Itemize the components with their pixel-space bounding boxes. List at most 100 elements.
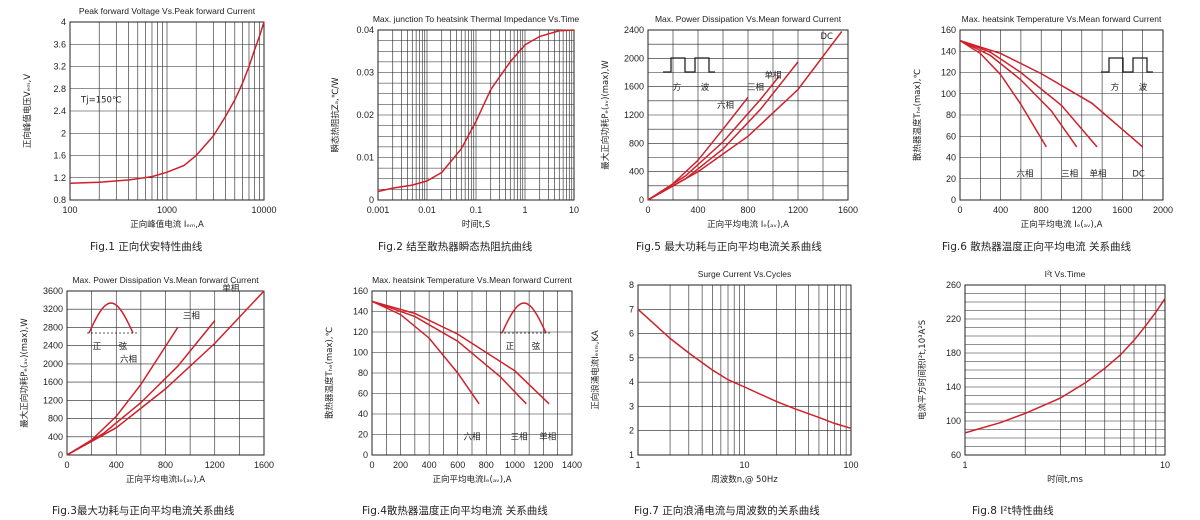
y-tick-label: 3200 bbox=[43, 304, 63, 314]
x-tick-label: 10 bbox=[569, 205, 579, 215]
series-line-六相 bbox=[371, 300, 480, 405]
y-tick-label: 140 bbox=[941, 46, 956, 56]
series-line-三相 bbox=[647, 75, 780, 201]
sine-wave-icon bbox=[88, 302, 134, 334]
chart-fig1: 100 1000 10000 0.8 1.2 1.6 2 2.4 2.8 3.2 3.6 4 Peak … bbox=[22, 6, 277, 253]
x-tick-label: 10000 bbox=[251, 205, 276, 215]
series-line-fig7 bbox=[637, 308, 852, 430]
series-line-DC bbox=[647, 30, 843, 201]
chart-title: Max. Power Dissipation Vs.Mean forward C… bbox=[655, 14, 842, 24]
series-label: 三相 bbox=[1061, 169, 1078, 180]
y-tick-label: 800 bbox=[48, 414, 63, 424]
y-tick-label: 2000 bbox=[624, 53, 644, 63]
y-tick-label: 4 bbox=[629, 377, 634, 387]
inset-label: 波 bbox=[701, 82, 710, 93]
y-tick-label: 2 bbox=[61, 128, 66, 138]
chart-fig6: 0 400 800 1200 1600 2000 0 20 40 60 80 100 120 140 160… bbox=[912, 14, 1173, 253]
series-line-fig8 bbox=[964, 298, 1166, 434]
x-tick-label: 10 bbox=[1160, 460, 1170, 470]
y-tick-label: 80 bbox=[358, 368, 368, 378]
y-tick-label: 2.4 bbox=[53, 106, 66, 116]
x-tick-label: 1200 bbox=[205, 460, 225, 470]
x-tick-label: 100 bbox=[62, 205, 77, 215]
y-tick-label: 1200 bbox=[43, 395, 63, 405]
plot-frame bbox=[69, 21, 265, 201]
x-tick-label: 0 bbox=[957, 205, 962, 215]
waveform-inset: 方波 bbox=[1101, 57, 1153, 93]
y-tick-label: 120 bbox=[353, 327, 368, 337]
x-axis-label: 正向峰值电流 Iₑₘ,A bbox=[130, 219, 204, 230]
chart-title: I²t Vs.Time bbox=[1045, 269, 1086, 279]
series-line-单相 bbox=[959, 39, 1098, 148]
x-tick-label: 400 bbox=[109, 460, 124, 470]
y-tick-label: 2000 bbox=[43, 359, 63, 369]
x-tick-label: 400 bbox=[422, 460, 437, 470]
y-tick-label: 2 bbox=[629, 426, 634, 436]
inset-label: 波 bbox=[1139, 82, 1148, 93]
figure-caption: Fig.4散热器温度正向平均电流 关系曲线 bbox=[362, 504, 548, 517]
x-tick-label: 1600 bbox=[838, 205, 858, 215]
y-tick-label: 60 bbox=[951, 450, 961, 460]
x-tick-label: 1600 bbox=[1112, 205, 1132, 215]
series-line-单相 bbox=[371, 300, 550, 405]
y-tick-label: 180 bbox=[946, 348, 961, 358]
x-tick-label: 200 bbox=[393, 460, 408, 470]
series-label: 单相 bbox=[539, 432, 556, 443]
figure-caption: Fig.5 最大功耗与正向平均电流关系曲线 bbox=[636, 240, 822, 253]
y-tick-label: 8 bbox=[629, 280, 634, 290]
sine-wave-icon bbox=[501, 302, 547, 334]
series-line-DC bbox=[959, 39, 1144, 148]
series-line-fig2 bbox=[377, 29, 575, 193]
y-tick-label: 0 bbox=[369, 195, 374, 205]
x-tick-label: 2000 bbox=[1153, 205, 1173, 215]
waveform-inset: 正弦 bbox=[500, 302, 550, 352]
x-tick-label: 0.001 bbox=[367, 205, 390, 215]
y-tick-label: 5 bbox=[629, 353, 634, 363]
y-tick-label: 2400 bbox=[43, 341, 63, 351]
plot-frame bbox=[66, 290, 265, 456]
x-axis-label: 正向平均电流Iₑ(ₐᵥ),A bbox=[126, 474, 205, 485]
waveform-inset: 方波 bbox=[663, 57, 715, 93]
figure-caption: Fig.6 散热器温度正向平均电流 关系曲线 bbox=[942, 240, 1132, 253]
y-tick-label: 1.2 bbox=[53, 173, 66, 183]
chart-title: Max. Power Dissipation Vs.Mean forward C… bbox=[72, 275, 259, 285]
y-tick-label: 60 bbox=[946, 131, 956, 141]
y-tick-label: 3.6 bbox=[53, 39, 66, 49]
inset-label: 弦 bbox=[532, 341, 541, 352]
figure-caption: Fig.3最大功耗与正向平均电流关系曲线 bbox=[52, 504, 235, 517]
x-tick-label: 800 bbox=[740, 205, 755, 215]
x-tick-label: 1000 bbox=[505, 460, 525, 470]
series-line-单相 bbox=[66, 290, 265, 456]
figure-caption: Fig.8 I²t特性曲线 bbox=[972, 504, 1054, 517]
plot-frame bbox=[371, 290, 573, 456]
x-tick-label: 400 bbox=[690, 205, 705, 215]
waveform-inset: 正弦 bbox=[87, 302, 137, 352]
figure-caption: Fig.1 正向伏安特性曲线 bbox=[90, 240, 203, 253]
y-axis-label: 电流平方时间积I²t,10³A²S bbox=[917, 320, 928, 420]
y-tick-label: 20 bbox=[946, 174, 956, 184]
series-label: 六相 bbox=[717, 100, 734, 111]
series-label: 三相 bbox=[747, 82, 764, 93]
y-tick-label: 1600 bbox=[624, 82, 644, 92]
series-line-三相 bbox=[371, 300, 527, 405]
y-tick-label: 140 bbox=[353, 307, 368, 317]
series-line-fig1 bbox=[69, 21, 265, 185]
inset-label: 方 bbox=[1111, 82, 1120, 93]
plot-frame bbox=[637, 284, 852, 456]
x-tick-label: 1200 bbox=[788, 205, 808, 215]
series-line-三相 bbox=[959, 39, 1078, 148]
x-tick-label: 100 bbox=[843, 460, 858, 470]
y-tick-label: 2.8 bbox=[53, 84, 66, 94]
y-tick-label: 140 bbox=[946, 382, 961, 392]
y-tick-label: 800 bbox=[629, 138, 644, 148]
x-tick-label: 1200 bbox=[1072, 205, 1092, 215]
x-tick-label: 10 bbox=[739, 460, 749, 470]
x-axis-label: 正向平均电流 Iₑ(ₐᵥ),A bbox=[707, 219, 789, 230]
series-label: 单相 bbox=[764, 70, 781, 81]
y-axis-label: 最大正向功耗Pₑ(ₐᵥ)(max),W bbox=[19, 318, 30, 428]
y-tick-label: 120 bbox=[941, 68, 956, 78]
x-tick-label: 0.01 bbox=[418, 205, 436, 215]
chart-title: Peak forward Voltage Vs.Peak forward Cur… bbox=[79, 6, 256, 16]
chart-title: Max. heatsink Temperature Vs.Mean forwar… bbox=[372, 275, 572, 285]
